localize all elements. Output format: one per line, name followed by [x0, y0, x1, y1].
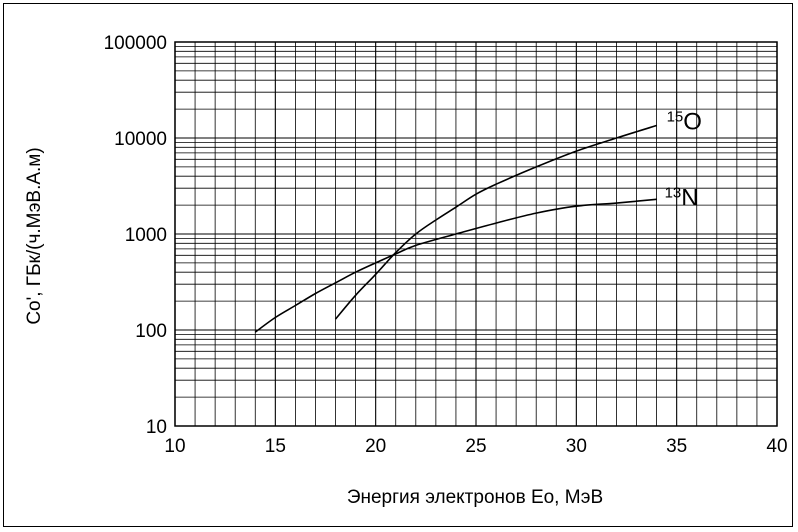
x-tick-label: 10 [164, 436, 185, 457]
x-tick-label: 40 [766, 436, 787, 457]
plot-area [174, 41, 778, 427]
plot-border [174, 41, 778, 427]
series-label-symbol: O [683, 108, 702, 135]
x-tick-label: 35 [666, 436, 687, 457]
y-axis-label: Co', ГБк/(ч.МэВ.А.м) [24, 147, 45, 324]
y-tick-labels: 10 100 1000 10000 100000 [104, 33, 167, 438]
series-label-symbol: N [681, 184, 698, 211]
series-labels: 15O 13N [665, 108, 702, 211]
series-label-mass: 15 [667, 108, 684, 125]
series-label-15O: 15O [667, 108, 702, 135]
x-tick-label: 30 [566, 436, 587, 457]
series-line-15O [334, 124, 657, 320]
y-tick-label: 1000 [125, 225, 167, 246]
x-axis-label: Энергия электронов Eo, МэВ [347, 487, 603, 508]
series-label-mass: 13 [665, 184, 682, 201]
series-lines [254, 124, 657, 333]
y-tick-label: 10 [146, 417, 167, 438]
series-line-13N [254, 198, 657, 333]
series-label-13N: 13N [665, 184, 699, 211]
x-tick-label: 25 [465, 436, 486, 457]
x-tick-label: 15 [265, 436, 286, 457]
y-tick-label: 10000 [114, 129, 167, 150]
grid [174, 41, 778, 427]
x-tick-label: 20 [365, 436, 386, 457]
chart-frame [3, 3, 793, 527]
y-tick-label: 100000 [104, 33, 167, 54]
y-tick-label: 100 [135, 321, 167, 342]
x-tick-labels: 10 15 20 25 30 35 40 [164, 436, 787, 457]
